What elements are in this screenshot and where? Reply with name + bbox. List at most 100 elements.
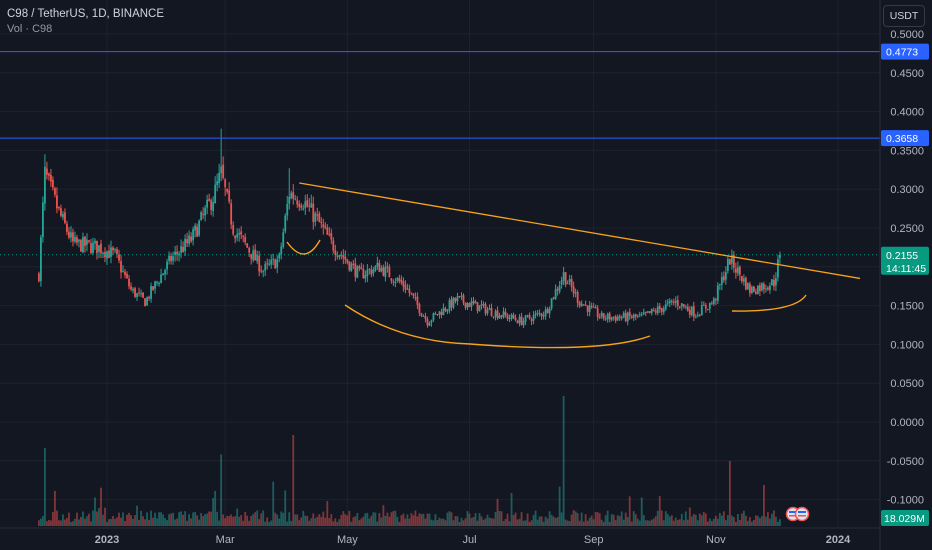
candle-body	[672, 301, 675, 303]
volume-bar	[496, 498, 499, 526]
candle	[777, 254, 779, 282]
volume-bar	[90, 521, 92, 526]
volume-bar	[612, 514, 615, 526]
candle-body	[504, 312, 507, 315]
candle	[50, 168, 52, 187]
candle-body	[468, 302, 471, 307]
price-axis: 0.5000 0.4500 0.4000 0.3500 0.3000 0.2500 0.15…	[880, 0, 932, 550]
candle	[120, 254, 122, 279]
candle	[556, 286, 559, 296]
volume-bar	[170, 513, 172, 526]
candle	[648, 310, 651, 314]
candle	[200, 210, 203, 221]
candle	[378, 259, 381, 273]
candle	[580, 300, 583, 307]
volume-bar	[590, 515, 593, 526]
candle	[188, 230, 191, 247]
volume-bar	[680, 513, 683, 526]
candle	[88, 240, 90, 244]
volume-bar	[78, 519, 80, 526]
candle	[300, 203, 303, 211]
candle-body	[750, 286, 753, 293]
candle-body	[350, 263, 353, 271]
candle-body	[418, 304, 421, 313]
candle	[432, 312, 435, 322]
candle-body	[464, 302, 467, 308]
candle-body	[62, 213, 64, 218]
candle	[76, 234, 78, 246]
candle-body	[454, 298, 457, 302]
volume-bar	[64, 519, 66, 526]
last-price-tag-label: 0.2155	[886, 250, 918, 262]
candle	[386, 262, 389, 273]
volume-bar	[538, 516, 541, 526]
volume-bar	[690, 516, 693, 526]
candle	[730, 249, 733, 270]
candle-body	[502, 311, 505, 318]
volume-bar	[362, 516, 365, 526]
volume-bar	[194, 511, 197, 526]
candle	[96, 240, 98, 260]
candle	[508, 314, 511, 323]
candle	[490, 303, 493, 317]
candle-body	[660, 308, 663, 312]
volume-bar	[676, 519, 679, 526]
candle-body	[198, 220, 201, 236]
volume-bar	[728, 461, 731, 526]
volume-bar	[74, 518, 76, 526]
volume-bar	[252, 513, 255, 526]
candle	[394, 277, 397, 288]
volume-bar	[514, 512, 517, 526]
volume-bar	[198, 519, 201, 526]
candle-body	[650, 309, 653, 313]
candle	[438, 311, 441, 319]
candle	[454, 297, 457, 304]
volume-bar	[402, 513, 405, 526]
candle-body	[706, 308, 709, 310]
volume-bars	[38, 396, 781, 526]
candle-body	[740, 276, 743, 282]
candle	[564, 271, 567, 288]
candle	[126, 271, 128, 279]
candle	[578, 300, 581, 308]
candle-body	[408, 288, 411, 293]
candle-body	[238, 232, 241, 235]
volume-bar	[618, 516, 621, 526]
candle-body	[148, 296, 150, 299]
candle-body	[176, 251, 178, 255]
candle-body	[532, 314, 535, 321]
time-tick-label: Mar	[216, 534, 235, 546]
candle-body	[278, 253, 281, 259]
volume-bar	[773, 510, 775, 526]
candle	[696, 311, 699, 318]
candle-body	[524, 315, 527, 322]
candle	[468, 302, 471, 308]
currency-button[interactable]: USDT	[883, 5, 925, 27]
volume-bar	[702, 511, 705, 526]
candle	[340, 251, 343, 260]
candle	[614, 314, 617, 324]
candle	[460, 292, 463, 300]
candle-body	[638, 314, 641, 316]
candle-body	[476, 302, 479, 311]
candle	[576, 290, 579, 308]
candle	[108, 244, 110, 259]
candle	[426, 316, 429, 328]
candle	[234, 235, 237, 244]
time-tick-label: Jul	[462, 534, 476, 546]
candle-body	[146, 297, 148, 306]
volume-bar	[568, 521, 571, 526]
candle	[410, 292, 413, 296]
candle	[226, 188, 229, 195]
volume-bar	[306, 515, 309, 526]
volume-bar	[328, 518, 331, 526]
candle	[610, 316, 613, 322]
volume-bar	[216, 511, 219, 526]
candle	[690, 305, 693, 317]
candle	[526, 314, 529, 318]
volume-bar	[40, 518, 42, 526]
volume-bar	[564, 519, 567, 526]
candle	[254, 244, 257, 261]
